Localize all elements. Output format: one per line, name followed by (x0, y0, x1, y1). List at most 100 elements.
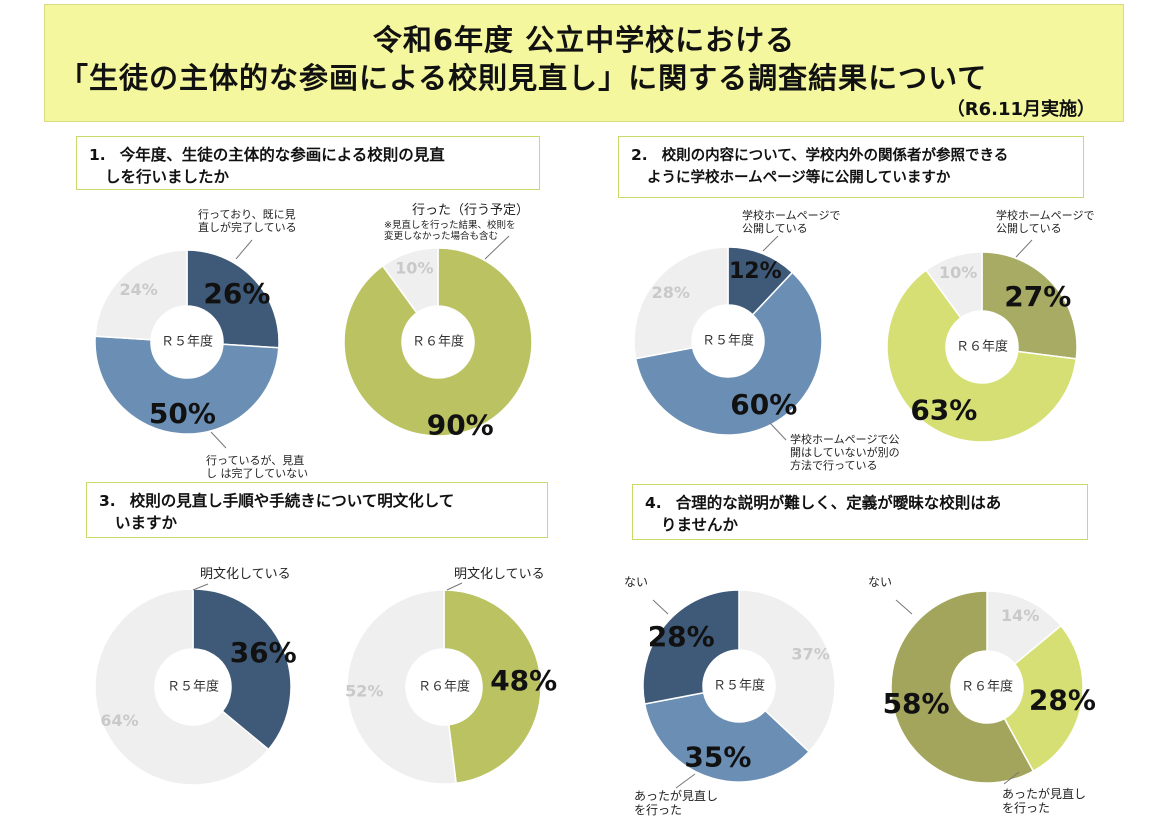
leader-line (235, 239, 253, 260)
leader-line (675, 773, 696, 789)
slice-annotation: 学校ホームページで (742, 208, 840, 222)
slice-percent-label: 10% (395, 259, 433, 278)
slice-annotation: 直しが完了している (198, 220, 297, 234)
slice-percent-label: 37% (791, 645, 829, 664)
page-title-line2: 「生徒の主体的な参画による校則見直し」に関する調査結果について (59, 61, 988, 95)
center-year-label: Ｒ６年度 (412, 334, 464, 350)
donut-slice (642, 589, 740, 705)
question-box-2: 2. 校則の内容について、学校内外の関係者が参照できる ように学校ホームページ等に… (618, 136, 1084, 198)
center-year-label: Ｒ５年度 (167, 679, 219, 695)
slice-annotation: を行った (1002, 801, 1050, 815)
slice-percent-label: 28% (648, 620, 715, 653)
donut-slice (886, 269, 1078, 443)
donut-slice (94, 588, 270, 786)
donut-slice (634, 271, 823, 436)
question-text-line1: 今年度、生徒の主体的な参画による校則の見直 (119, 146, 445, 164)
slice-annotation: ※見直しを行った結果、校則を (384, 219, 515, 231)
slice-percent-label: 58% (883, 687, 950, 720)
title-banner: 令和6年度 公立中学校における 「生徒の主体的な参画による校則見直し」に関する調… (44, 4, 1124, 122)
slice-percent-label: 12% (729, 259, 782, 284)
donut-slice (633, 246, 729, 360)
donut-slice (981, 251, 1078, 360)
slice-percent-label: 28% (1029, 683, 1096, 716)
slice-annotation: を行った (634, 803, 682, 817)
slice-annotation: あったが見直し (634, 788, 718, 803)
leader-line (484, 235, 510, 260)
donut-slice (925, 251, 983, 319)
slice-percent-label: 52% (345, 682, 383, 701)
question-number: 3. (99, 492, 116, 510)
donut-chart-q3-r5: 36% 64% Ｒ５年度 明文化している (94, 567, 297, 786)
donut-slice (890, 590, 1035, 784)
center-year-label: Ｒ６年度 (418, 679, 470, 695)
leader-line (446, 582, 463, 591)
question-number: 2. (631, 146, 648, 164)
donut-slice (643, 691, 811, 783)
question-box-1: 1. 今年度、生徒の主体的な参画による校則の見直 しを行いましたか (76, 136, 540, 190)
slice-annotation: 方法で行っている (790, 458, 877, 472)
center-year-label: Ｒ６年度 (961, 679, 1013, 695)
slice-percent-label: 90% (427, 408, 494, 441)
donut-slice (186, 249, 280, 349)
center-year-label: Ｒ５年度 (161, 334, 213, 350)
slice-percent-label: 60% (730, 388, 797, 421)
question-box-4: 4. 合理的な説明が難しく、定義が曖昧な校則はあ りませんか (632, 484, 1088, 540)
slice-annotation: 明文化している (200, 567, 291, 582)
center-year-label: Ｒ６年度 (956, 339, 1008, 355)
slice-percent-label: 24% (119, 280, 157, 299)
leader-line (192, 583, 209, 591)
slice-percent-label: 48% (490, 664, 557, 697)
slice-annotation: し は完了していない (206, 466, 308, 480)
center-year-label: Ｒ５年度 (713, 678, 765, 694)
survey-date: （R6.11月実施） (946, 99, 1095, 120)
slice-annotation: 公開している (742, 222, 808, 235)
slice-annotation: あったが見直し (1002, 786, 1086, 801)
donut-slice (738, 589, 836, 753)
donut-slice (94, 249, 188, 341)
donut-slice (381, 247, 439, 314)
leader-line (762, 235, 779, 252)
question-text-line1: 校則の見直し手順や手続きについて明文化して (129, 492, 455, 510)
slice-annotation: 学校ホームページで公 (790, 432, 899, 446)
slice-percent-label: 64% (100, 711, 138, 730)
donut-slice (346, 589, 457, 785)
slice-annotation: 公開している (996, 222, 1062, 235)
leader-line (210, 431, 227, 449)
leader-line (1003, 771, 1020, 785)
question-box-3: 3. 校則の見直し手順や手続きについて明文化して いますか (86, 482, 548, 538)
slice-percent-label: 50% (149, 397, 216, 430)
question-text-line2: りませんか (661, 516, 739, 534)
slice-annotation: ない (624, 575, 648, 589)
donut-slice (192, 588, 292, 751)
slice-annotation: 開はしていないが別の (790, 445, 900, 459)
leader-line (652, 599, 669, 615)
donut-slice (94, 335, 280, 435)
slice-percent-label: 63% (910, 394, 977, 427)
donut-chart-q1-r6: 90% 10% Ｒ６年度 行った（行う予定）※見直しを行った結果、校則を変更しなかった… (343, 203, 533, 441)
question-text-line1: 合理的な説明が難しく、定義が曖昧な校則はあ (675, 494, 1002, 512)
donut-chart-q2-r5: 12% 60% 28% Ｒ５年度 学校ホームページで公開している学校ホームページで公開は… (633, 208, 900, 472)
question-text-line2: ように学校ホームページ等に公開していますか (647, 170, 951, 186)
question-text-line2: いますか (115, 514, 178, 532)
slice-annotation: 学校ホームページで (996, 208, 1094, 222)
slice-annotation: ない (868, 575, 892, 589)
leader-line (895, 599, 913, 615)
donut-chart-q3-r6: 48% 52% Ｒ６年度 明文化している (345, 567, 557, 785)
question-text-line1: 校則の内容について、学校内外の関係者が参照できる (661, 148, 1009, 164)
leader-line (769, 422, 787, 441)
slice-annotation: 行っており、既に見 (198, 208, 296, 221)
leader-line (1015, 239, 1033, 258)
slice-percent-label: 28% (652, 283, 690, 302)
page-title-line1: 令和6年度 公立中学校における (372, 23, 796, 57)
donut-slice (343, 247, 533, 437)
slice-percent-label: 27% (1004, 280, 1071, 313)
question-text-line2: しを行いましたか (105, 168, 230, 186)
slice-percent-label: 36% (230, 636, 297, 669)
donut-slice (443, 589, 542, 785)
donut-chart-q1-r5: 26% 50% 24% Ｒ５年度 行っており、既に見直しが完了している行っているが、見直… (94, 208, 308, 480)
slice-annotation: 行っているが、見直 (206, 453, 304, 467)
